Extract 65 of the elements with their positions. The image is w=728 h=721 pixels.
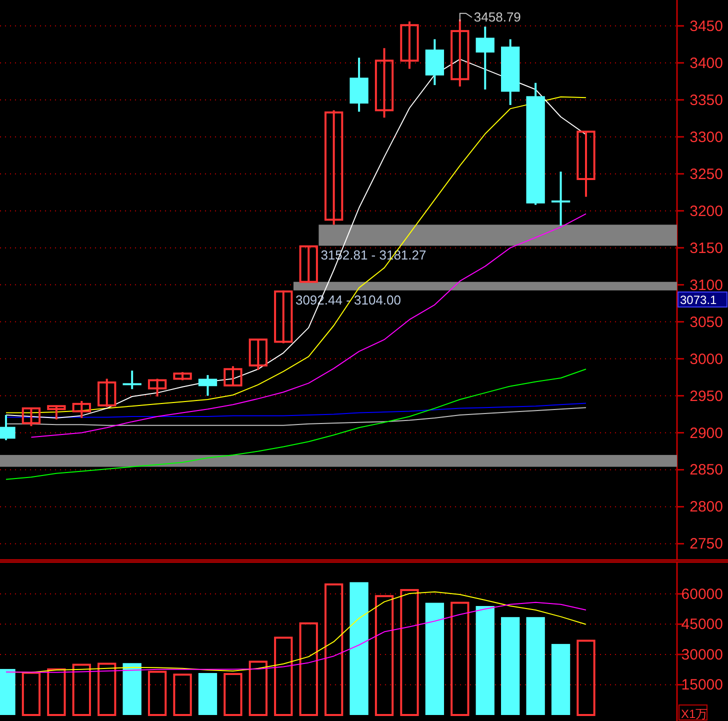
y-tick-label: 2750 — [690, 536, 723, 553]
bar — [501, 617, 520, 715]
bar — [576, 640, 596, 716]
bar — [173, 674, 192, 716]
candlestick — [22, 407, 41, 428]
y-tick-label: 3400 — [690, 54, 723, 72]
candlestick — [248, 338, 268, 371]
candlestick — [47, 404, 66, 420]
y-tick-label: 2900 — [690, 424, 723, 442]
y-tick-label: 2850 — [690, 462, 723, 479]
bar — [299, 622, 318, 716]
bar — [148, 670, 167, 716]
y-tick-label: 30000 — [681, 646, 723, 664]
candlestick — [122, 370, 142, 390]
line-series — [6, 407, 586, 426]
line-series — [6, 368, 586, 480]
candlestick — [72, 400, 91, 419]
bar — [122, 663, 142, 715]
y-tick-label: 15000 — [681, 676, 723, 694]
bar — [425, 602, 444, 715]
y-tick-label: 3350 — [690, 92, 723, 109]
bar — [47, 668, 66, 716]
candlestick — [400, 20, 419, 70]
bar — [350, 582, 368, 715]
y-tick-label: 3000 — [690, 350, 723, 368]
bar — [551, 644, 570, 715]
y-tick-label: 45000 — [681, 616, 723, 634]
bar — [98, 662, 116, 716]
y-tick-label: 2950 — [690, 388, 723, 405]
bar — [450, 602, 470, 716]
line-series — [30, 213, 586, 438]
candlestick — [299, 244, 318, 283]
candlestick — [148, 378, 167, 398]
candlestick — [551, 170, 570, 227]
bar — [248, 660, 268, 716]
bar — [274, 636, 293, 716]
annotation: 3458.79 — [474, 9, 521, 24]
y-tick-label: 3200 — [690, 202, 723, 220]
bar — [324, 583, 344, 716]
bar — [476, 606, 494, 715]
candlestick — [324, 109, 344, 226]
y-tick-label: 3250 — [690, 166, 723, 183]
y-tick-label: 3150 — [690, 240, 723, 257]
bar — [72, 664, 91, 716]
candlestick — [98, 378, 116, 408]
y-tick-label: 3100 — [690, 276, 723, 294]
candlestick — [274, 289, 293, 344]
candlestick — [476, 26, 494, 91]
y-tick-label: 3450 — [690, 18, 723, 35]
bar — [224, 673, 242, 716]
bar — [22, 672, 41, 716]
bar — [400, 589, 419, 716]
y-tick-label: 2800 — [690, 498, 723, 516]
bar — [374, 595, 394, 716]
bar — [526, 617, 545, 715]
candlestick — [224, 365, 242, 386]
y-tick-label: 60000 — [681, 586, 723, 603]
bar — [198, 673, 218, 715]
candlestick — [576, 130, 596, 198]
y-tick-label: 3300 — [690, 128, 723, 146]
candlestick — [374, 47, 394, 119]
candlestick — [450, 18, 470, 88]
y-tick-label: 3050 — [690, 314, 723, 331]
text: 3073.1 — [680, 293, 718, 307]
candlestick — [198, 374, 218, 397]
